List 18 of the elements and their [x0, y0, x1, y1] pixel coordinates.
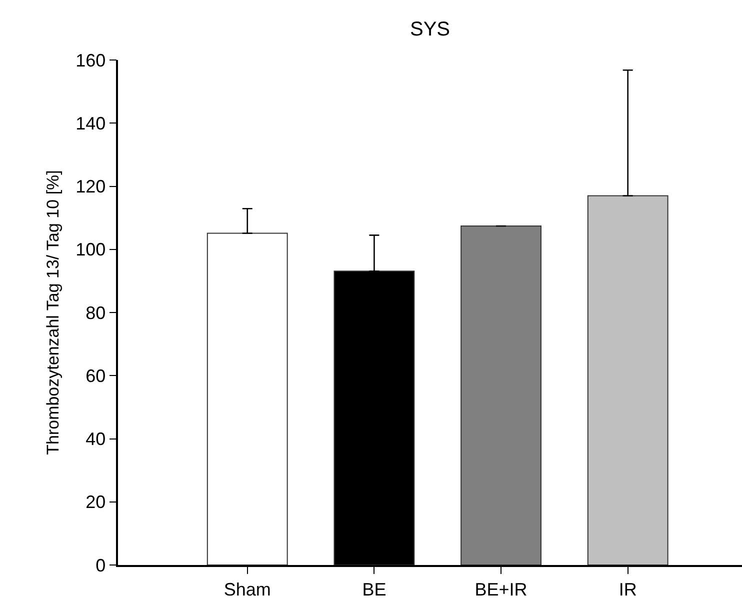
y-tick-label: 120 [76, 176, 106, 197]
y-tick-label: 100 [76, 240, 106, 260]
y-tick-label: 140 [76, 113, 106, 134]
x-tick-label: BE [362, 579, 386, 600]
y-tick-label: 40 [86, 429, 106, 450]
y-tick-label: 20 [86, 492, 106, 512]
y-tick-label: 60 [86, 366, 106, 386]
y-tick-label: 160 [76, 50, 106, 70]
chart-title: SYS [410, 18, 450, 40]
y-tick-label: 0 [96, 555, 106, 576]
y-tick-label: 80 [86, 302, 106, 323]
x-tick-label: IR [618, 579, 637, 600]
bar [587, 195, 668, 565]
y-axis-title: Thrombozytenzahl Tag 13/ Tag 10 [%] [44, 170, 63, 455]
bar [206, 232, 288, 565]
x-tick-label: Sham [224, 579, 271, 600]
bar [460, 226, 542, 565]
x-tick-label: BE+IR [474, 579, 528, 600]
